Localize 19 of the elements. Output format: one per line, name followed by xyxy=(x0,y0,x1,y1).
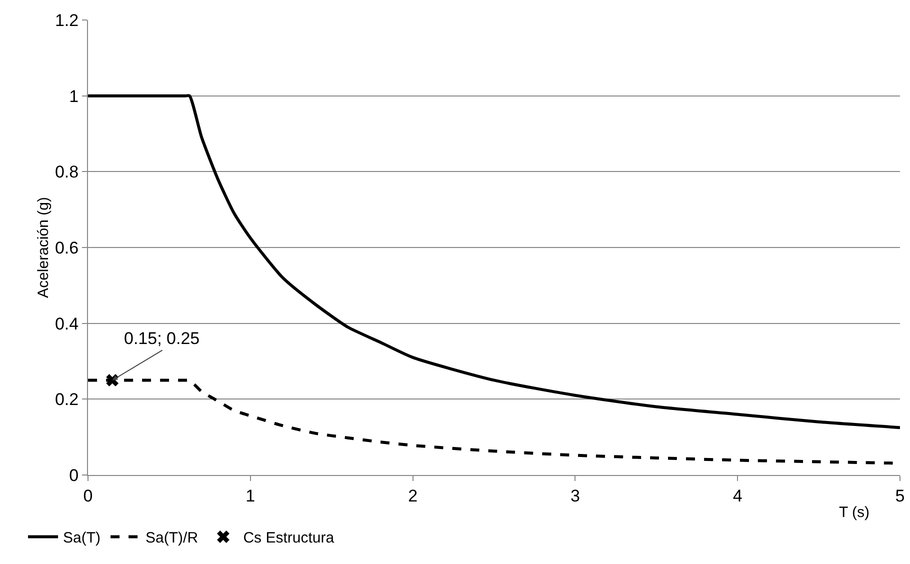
y-tick-label: 1 xyxy=(69,86,79,106)
y-axis-title: Aceleración (g) xyxy=(35,197,52,298)
y-tick-label: 1.2 xyxy=(54,10,79,30)
x-tick-label: 0 xyxy=(83,486,93,506)
x-tick-label: 5 xyxy=(895,486,905,506)
y-tick-label: 0.8 xyxy=(54,162,79,182)
annotation: 0.15; 0.25 xyxy=(124,329,200,348)
x-tick-label: 1 xyxy=(246,486,256,506)
x-axis-title: T (s) xyxy=(839,504,870,521)
legend-label: Cs Estructura xyxy=(243,530,335,547)
y-tick-label: 0.6 xyxy=(54,238,79,258)
x-tick-label: 4 xyxy=(732,486,742,506)
legend-label: Sa(T)/R xyxy=(146,530,198,547)
x-tick-label: 2 xyxy=(408,486,418,506)
y-tick-label: 0.4 xyxy=(54,314,79,334)
legend-label: Sa(T) xyxy=(63,530,101,547)
y-tick-label: 0 xyxy=(69,466,79,485)
x-tick-label: 3 xyxy=(570,486,580,506)
y-tick-label: 0.2 xyxy=(54,390,79,410)
